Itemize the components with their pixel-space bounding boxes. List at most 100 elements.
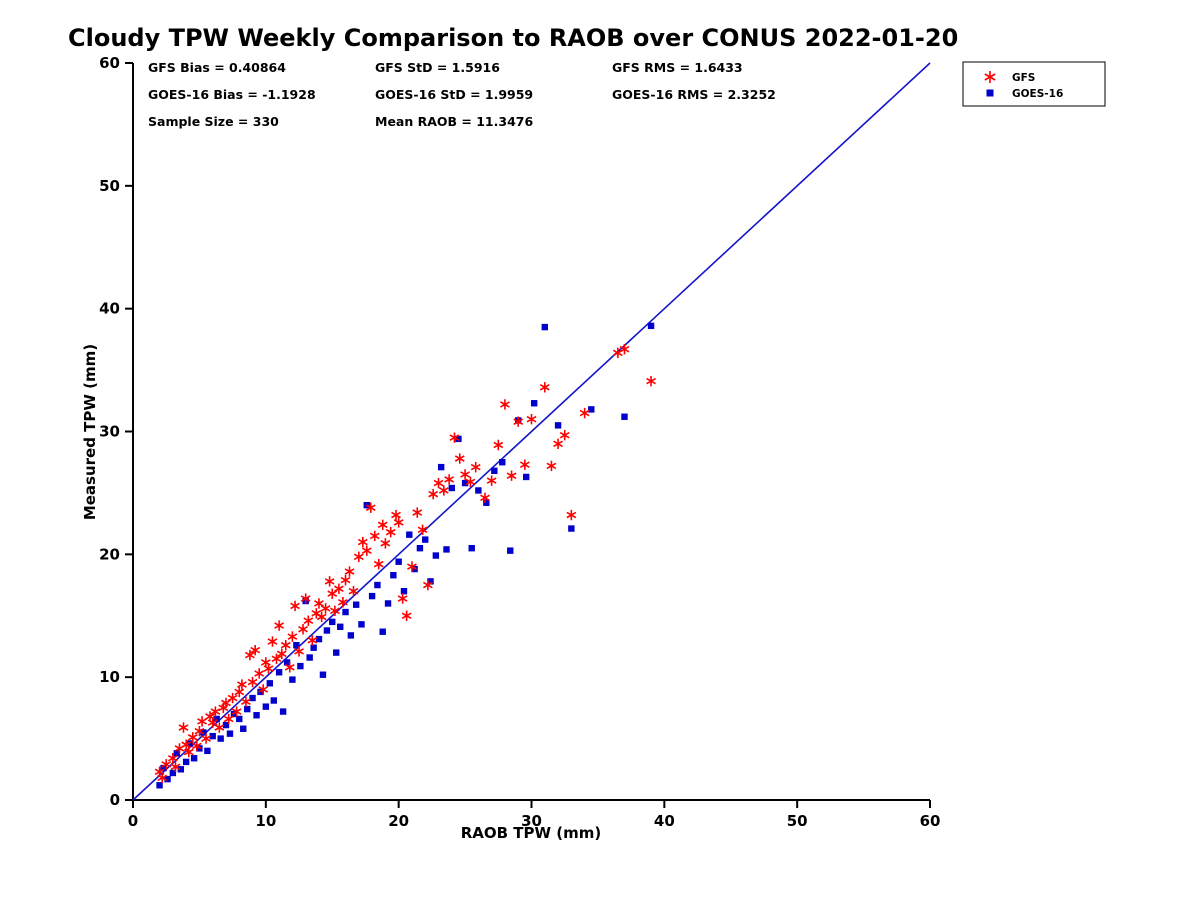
scatter-point <box>519 459 530 470</box>
scatter-point <box>222 721 230 729</box>
scatter-point <box>200 729 207 736</box>
scatter-point <box>250 644 261 656</box>
scatter-point <box>307 635 318 646</box>
scatter-point <box>468 544 475 552</box>
one-to-one-line <box>132 62 931 801</box>
scatter-point <box>475 487 482 494</box>
scatter-point <box>444 474 455 485</box>
scatter-point <box>294 646 304 657</box>
scatter-point <box>390 572 397 579</box>
scatter-point <box>306 654 313 661</box>
x-tick-label: 50 <box>787 812 808 830</box>
scatter-point <box>348 585 359 597</box>
scatter-point <box>579 407 590 419</box>
scatter-point <box>284 662 295 673</box>
scatter-point <box>554 422 562 429</box>
scatter-point <box>279 708 287 715</box>
y-tick-label: 50 <box>99 177 120 195</box>
scatter-point <box>300 593 311 604</box>
scatter-point <box>465 476 476 488</box>
scatter-point <box>347 632 355 639</box>
scatter-point <box>500 399 510 410</box>
scatter-point <box>437 463 445 471</box>
scatter-point <box>290 600 300 612</box>
scatter-point <box>530 400 538 407</box>
scatter-point <box>427 578 434 585</box>
scatter-point <box>240 725 247 732</box>
scatter-point <box>223 713 234 725</box>
scatter-point <box>406 531 413 538</box>
legend-label-goes16: GOES-16 <box>1012 88 1063 100</box>
scatter-point <box>289 676 296 683</box>
scatter-point <box>433 477 444 489</box>
x-tick-label: 20 <box>388 812 409 830</box>
scatter-point <box>190 755 198 762</box>
scatter-point <box>400 587 408 595</box>
scatter-point <box>178 722 189 733</box>
scatter-point <box>156 782 163 789</box>
scatter-point <box>217 735 224 742</box>
scatter-point <box>213 715 220 723</box>
scatter-point <box>333 583 344 594</box>
scatter-point <box>455 435 462 443</box>
series-gfs <box>154 344 656 784</box>
scatter-point <box>507 547 514 554</box>
gfs-asterisk-icon <box>984 71 996 83</box>
scatter-point <box>361 545 372 556</box>
scatter-point <box>221 697 231 709</box>
scatter-point <box>244 649 255 661</box>
scatter-point <box>169 769 177 777</box>
scatter-point <box>314 598 324 609</box>
scatter-point <box>539 382 550 393</box>
scatter-point <box>358 621 365 628</box>
scatter-point <box>323 627 331 634</box>
scatter-point <box>316 611 327 623</box>
y-tick-label: 40 <box>99 300 120 318</box>
scatter-point <box>191 740 202 752</box>
scatter-point <box>454 453 465 464</box>
x-tick-label: 0 <box>128 812 138 830</box>
y-tick-label: 0 <box>110 791 120 809</box>
scatter-point <box>553 438 563 449</box>
scatter-point <box>320 603 331 614</box>
scatter-point <box>513 416 524 427</box>
scatter-point <box>559 429 570 441</box>
chart-title: Cloudy TPW Weekly Comparison to RAOB ove… <box>68 24 958 52</box>
goes16-square-icon <box>986 89 994 97</box>
scatter-point <box>470 461 481 473</box>
x-tick-label: 30 <box>521 812 542 830</box>
scatter-point <box>247 676 258 688</box>
scatter-point <box>401 610 412 621</box>
scatter-point <box>407 561 417 572</box>
legend-box <box>962 61 1106 107</box>
scatter-point <box>267 636 278 647</box>
stat-gfs-rms: GFS RMS = 1.6433 <box>612 60 743 75</box>
stat-goes-std: GOES-16 StD = 1.9959 <box>375 87 533 102</box>
scatter-point <box>448 484 455 492</box>
scatter-point <box>380 538 391 549</box>
scatter-point <box>506 470 517 481</box>
x-tick-label: 60 <box>920 812 941 830</box>
scatter-point <box>461 479 469 487</box>
scatter-point <box>157 772 168 784</box>
scatter-point <box>177 766 185 773</box>
scatter-point <box>365 502 376 513</box>
scatter-point <box>397 593 408 604</box>
scatter-point <box>249 694 256 702</box>
reference-line <box>132 62 931 801</box>
scatter-point <box>327 588 338 599</box>
scatter-point <box>173 750 181 757</box>
scatter-point <box>214 722 225 733</box>
scatter-point <box>438 485 449 496</box>
scatter-point <box>293 642 300 649</box>
scatter-point <box>449 432 460 443</box>
scatter-point <box>412 507 423 518</box>
scatter-point <box>271 653 282 664</box>
scatter-point <box>241 696 251 707</box>
scatter-point <box>330 605 340 617</box>
scatter-point <box>526 414 537 425</box>
scatter-point <box>170 761 181 773</box>
scatter-point <box>303 615 314 626</box>
scatter-point <box>344 566 355 577</box>
